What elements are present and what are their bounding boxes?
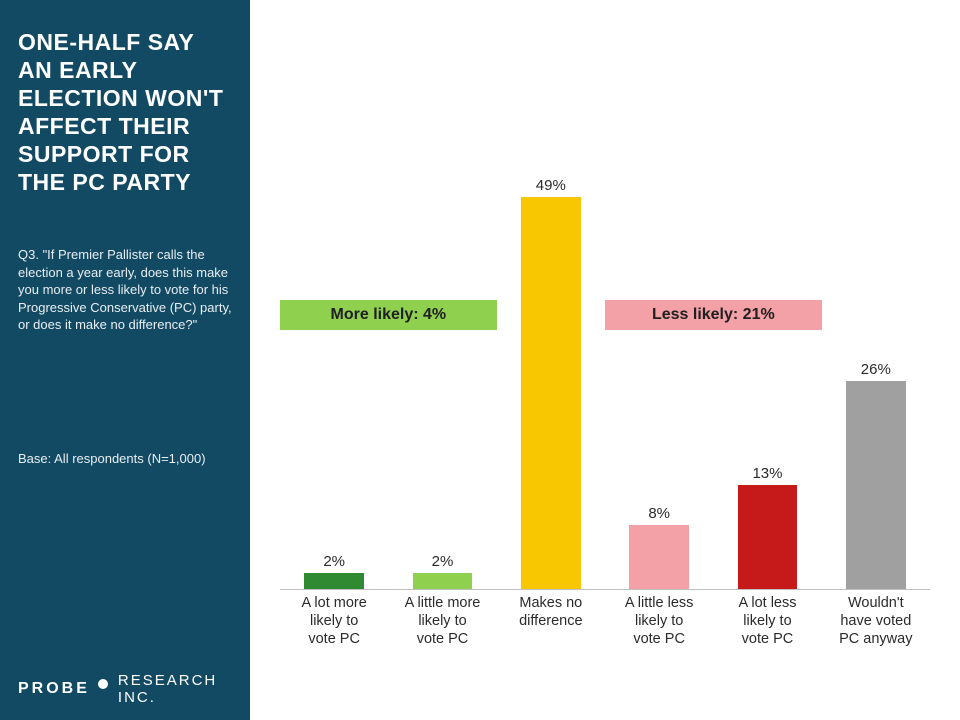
- x-axis-label: A little lesslikely tovote PC: [605, 594, 713, 648]
- bar: 49%: [521, 197, 581, 589]
- bar-value-label: 2%: [304, 553, 364, 570]
- bar-value-label: 26%: [846, 361, 906, 378]
- sidebar: ONE-HALF SAY AN EARLY ELECTION WON'T AFF…: [0, 0, 250, 720]
- bar-value-label: 49%: [521, 177, 581, 194]
- base-note: Base: All respondents (N=1,000): [18, 451, 232, 466]
- logo-dot-icon: [98, 679, 108, 689]
- x-axis-label: A little morelikely tovote PC: [388, 594, 496, 648]
- bar: 13%: [738, 485, 798, 589]
- summary-box: More likely: 4%: [280, 300, 497, 330]
- bar-value-label: 2%: [413, 553, 473, 570]
- bar-value-label: 8%: [629, 505, 689, 522]
- x-axis-label: Makes nodifference: [497, 594, 605, 648]
- bar: 26%: [846, 381, 906, 589]
- x-axis-label: A lot morelikely tovote PC: [280, 594, 388, 648]
- bar-chart: 2% 2% 49% 8% 13% 26% More likely: 4% Less likel…: [280, 150, 930, 590]
- brand-logo: PROBE RESEARCH INC.: [18, 672, 232, 706]
- bar: 2%: [413, 573, 473, 589]
- x-axis-label: A lot lesslikely tovote PC: [713, 594, 821, 648]
- page-title: ONE-HALF SAY AN EARLY ELECTION WON'T AFF…: [18, 28, 232, 196]
- x-axis-label: Wouldn'thave votedPC anyway: [822, 594, 930, 648]
- bar: 8%: [629, 525, 689, 589]
- x-axis-labels: A lot morelikely tovote PCA little morel…: [280, 594, 930, 648]
- chart-panel: 2% 2% 49% 8% 13% 26% More likely: 4% Less likel…: [250, 0, 960, 720]
- bar: 2%: [304, 573, 364, 589]
- logo-subbrand: RESEARCH INC.: [118, 672, 232, 706]
- bar-value-label: 13%: [738, 465, 798, 482]
- logo-brand: PROBE: [18, 680, 90, 698]
- survey-question: Q3. "If Premier Pallister calls the elec…: [18, 246, 232, 334]
- summary-box: Less likely: 21%: [605, 300, 822, 330]
